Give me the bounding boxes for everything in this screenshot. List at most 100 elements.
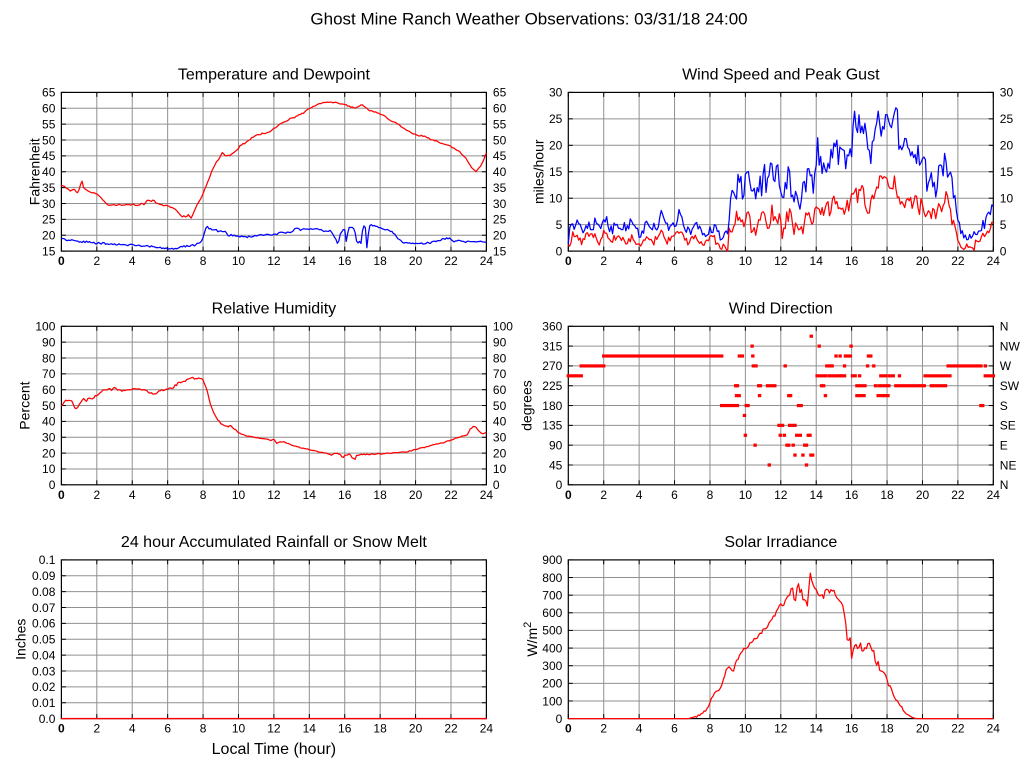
svg-text:18: 18 [880,254,894,268]
svg-text:500: 500 [542,624,562,638]
svg-text:0.04: 0.04 [32,648,56,662]
svg-text:0: 0 [493,478,500,492]
svg-text:4: 4 [129,254,136,268]
svg-text:5: 5 [556,218,563,232]
svg-text:degrees: degrees [519,380,535,431]
svg-text:10: 10 [493,462,507,476]
svg-text:Inches: Inches [12,619,28,660]
svg-text:0: 0 [58,722,65,736]
svg-text:10: 10 [1000,192,1014,206]
svg-text:0: 0 [556,244,563,258]
svg-text:12: 12 [267,254,281,268]
svg-text:25: 25 [42,213,56,227]
svg-text:50: 50 [493,133,507,147]
svg-text:0: 0 [565,488,572,502]
svg-text:14: 14 [303,254,317,268]
svg-text:22: 22 [951,722,965,736]
svg-text:0: 0 [565,254,572,268]
svg-text:12: 12 [267,488,281,502]
svg-text:40: 40 [493,165,507,179]
svg-text:4: 4 [636,488,643,502]
svg-text:20: 20 [42,446,56,460]
svg-text:10: 10 [739,488,753,502]
svg-text:Ghost Mine Ranch Weather Obser: Ghost Mine Ranch Weather Observations: 0… [310,10,747,29]
svg-text:10: 10 [549,192,563,206]
svg-text:100: 100 [542,694,562,708]
svg-text:0.09: 0.09 [32,569,56,583]
svg-text:8: 8 [707,488,714,502]
svg-text:300: 300 [542,659,562,673]
svg-text:20: 20 [916,722,930,736]
svg-text:24: 24 [480,488,494,502]
svg-text:30: 30 [549,86,563,100]
svg-text:90: 90 [493,335,507,349]
svg-text:15: 15 [549,165,563,179]
svg-text:16: 16 [338,254,352,268]
svg-text:60: 60 [42,102,56,116]
svg-text:20: 20 [916,254,930,268]
svg-text:20: 20 [409,722,423,736]
svg-text:20: 20 [916,488,930,502]
svg-text:14: 14 [810,254,824,268]
svg-text:65: 65 [493,86,507,100]
svg-text:10: 10 [42,462,56,476]
svg-text:45: 45 [549,458,563,472]
svg-text:90: 90 [549,439,563,453]
svg-text:20: 20 [1000,139,1014,153]
svg-text:0.05: 0.05 [32,633,56,647]
svg-text:0.07: 0.07 [32,601,56,615]
svg-text:0: 0 [58,488,65,502]
svg-text:2: 2 [600,488,607,502]
svg-text:35: 35 [42,181,56,195]
svg-text:10: 10 [232,254,246,268]
svg-text:22: 22 [444,254,458,268]
svg-text:270: 270 [542,359,562,373]
svg-text:60: 60 [493,383,507,397]
svg-text:40: 40 [42,415,56,429]
svg-text:100: 100 [35,320,55,334]
svg-text:NW: NW [1000,339,1021,353]
svg-text:18: 18 [373,488,387,502]
svg-text:22: 22 [951,488,965,502]
svg-text:315: 315 [542,339,562,353]
svg-text:30: 30 [42,197,56,211]
svg-text:45: 45 [493,149,507,163]
svg-text:8: 8 [200,722,207,736]
svg-text:6: 6 [671,254,678,268]
svg-text:6: 6 [164,722,171,736]
svg-text:10: 10 [232,722,246,736]
svg-text:12: 12 [267,722,281,736]
svg-text:20: 20 [409,488,423,502]
svg-text:24: 24 [987,488,1001,502]
svg-text:22: 22 [444,488,458,502]
svg-text:200: 200 [542,677,562,691]
svg-text:18: 18 [880,488,894,502]
svg-text:15: 15 [1000,165,1014,179]
svg-text:0: 0 [1000,244,1007,258]
svg-text:10: 10 [739,254,753,268]
svg-text:16: 16 [845,488,859,502]
svg-text:2: 2 [93,722,100,736]
svg-text:18: 18 [880,722,894,736]
svg-text:0.01: 0.01 [32,696,56,710]
svg-text:22: 22 [444,722,458,736]
svg-text:24: 24 [987,254,1001,268]
svg-text:Percent: Percent [17,381,33,429]
svg-text:25: 25 [493,213,507,227]
svg-text:SW: SW [1000,379,1020,393]
svg-text:20: 20 [42,229,56,243]
svg-text:30: 30 [1000,86,1014,100]
svg-text:5: 5 [1000,218,1007,232]
svg-text:30: 30 [493,197,507,211]
svg-text:360: 360 [542,320,562,334]
svg-text:25: 25 [1000,112,1014,126]
svg-text:0: 0 [565,722,572,736]
svg-text:60: 60 [42,383,56,397]
svg-text:30: 30 [42,431,56,445]
svg-text:8: 8 [200,254,207,268]
svg-text:35: 35 [493,181,507,195]
svg-text:E: E [1000,439,1008,453]
svg-text:20: 20 [493,229,507,243]
svg-text:10: 10 [232,488,246,502]
svg-text:15: 15 [42,244,56,258]
